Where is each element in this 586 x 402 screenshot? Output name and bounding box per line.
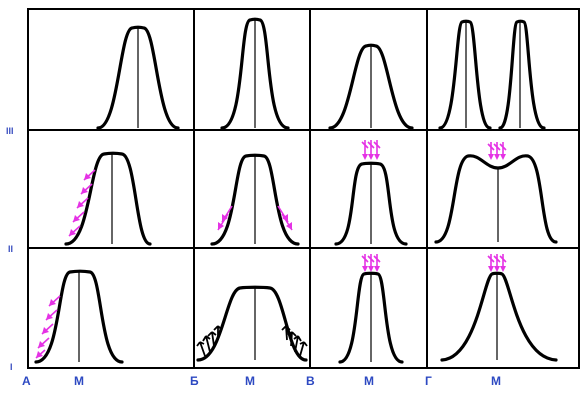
distribution-curve <box>328 43 414 130</box>
selection-arrows <box>68 169 96 237</box>
selection-arrows <box>217 205 293 231</box>
grid <box>27 8 580 369</box>
cell-A-I <box>34 269 124 364</box>
distribution-curve <box>440 271 558 362</box>
column-labels: А M Б M В M Г M <box>22 374 501 388</box>
cell-V-II <box>334 140 408 246</box>
distribution-curve-left <box>438 19 492 130</box>
cell-G-I <box>440 254 558 362</box>
column-label-B: Б <box>190 374 199 388</box>
column-label-V: В <box>306 374 315 388</box>
column-label-A: А <box>22 374 31 388</box>
distribution-curve <box>220 17 290 130</box>
cell-A-III <box>96 25 180 130</box>
selection-arrows <box>35 295 61 359</box>
cell-A-II <box>64 151 152 246</box>
row-label-I: I <box>10 362 13 372</box>
cell-V-III <box>328 43 414 130</box>
mean-label-G: M <box>491 374 501 388</box>
distribution-curve <box>210 153 300 246</box>
cell-B-I <box>196 285 308 362</box>
distribution-curve <box>64 151 152 246</box>
row-labels: III II I <box>6 126 14 372</box>
disruptive-arrows-left <box>196 325 223 357</box>
distribution-curve <box>196 285 308 362</box>
cell-B-III <box>220 17 290 130</box>
selection-arrows-top <box>361 140 381 160</box>
mean-label-A: M <box>74 374 84 388</box>
distribution-curve <box>334 161 408 246</box>
distribution-curve-bimodal <box>434 154 558 244</box>
row-label-II: II <box>8 244 13 254</box>
outer-frame <box>27 8 580 369</box>
distribution-curve <box>338 271 404 364</box>
disruptive-arrows-right <box>281 325 308 357</box>
row-label-III: III <box>6 126 14 136</box>
cell-G-III <box>438 19 546 130</box>
cell-B-II <box>210 153 300 246</box>
selection-arrows-top <box>487 142 507 160</box>
mean-label-V: M <box>364 374 374 388</box>
selection-arrows-top <box>361 254 381 272</box>
distribution-curve-right <box>498 19 546 130</box>
selection-arrows-top <box>487 254 507 272</box>
cell-V-I <box>338 254 404 364</box>
mean-label-B: M <box>245 374 255 388</box>
cell-G-II <box>434 142 558 244</box>
column-label-G: Г <box>425 374 432 388</box>
distribution-curve <box>34 269 124 364</box>
distribution-curve <box>96 25 180 130</box>
